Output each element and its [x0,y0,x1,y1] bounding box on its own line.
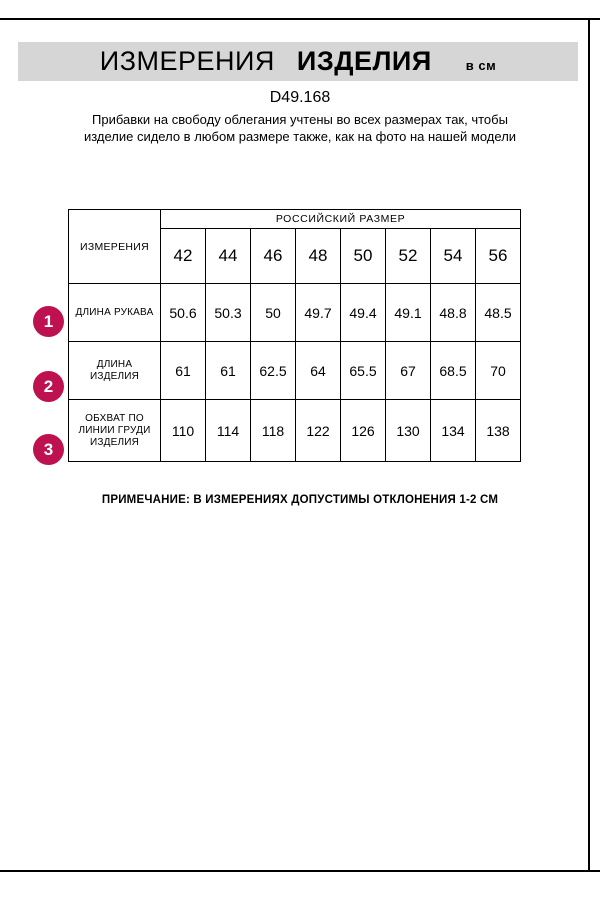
table-size-group-header: РОССИЙСКИЙ РАЗМЕР [159,209,522,229]
table-size-header-44: 44 [205,228,251,284]
table-cell-value: 130 [385,399,431,462]
table-size-header-56: 56 [474,228,522,284]
table-cell-value: 50.6 [160,283,206,342]
footer-note: ПРИМЕЧАНИЕ: В ИЗМЕРЕНИЯХ ДОПУСТИМЫ ОТКЛО… [101,494,499,506]
table-cell-value: 68.5 [430,341,476,400]
table-cell-value: 61 [205,341,251,400]
table-size-header-48: 48 [295,228,341,284]
table-cell-value: 110 [160,399,206,462]
table-cell-value: 48.8 [430,283,476,342]
table-cell-value: 50 [250,283,296,342]
table-cell-value: 70 [474,341,522,400]
table-row: ДЛИНА ИЗДЕЛИЯ 61 61 62.5 64 65.5 67 68.5 70 [68,341,522,400]
table-size-header-46: 46 [250,228,296,284]
table-cell-value: 122 [295,399,341,462]
table-cell-value: 64 [295,341,341,400]
table-size-header-54: 54 [430,228,476,284]
table-cell-value: 134 [430,399,476,462]
table-size-header-42: 42 [160,228,206,284]
title-banner: ИЗМЕРЕНИЯ ИЗДЕЛИЯ в см [18,42,578,81]
table-cell-value: 49.7 [295,283,341,342]
table-cell-value: 50.3 [205,283,251,342]
table-cell-value: 49.1 [385,283,431,342]
table-cell-value: 114 [205,399,251,462]
row-badge-2: 2 [33,371,64,402]
table-cell-value: 65.5 [340,341,386,400]
table-size-header-52: 52 [385,228,431,284]
table-cell-value: 126 [340,399,386,462]
row-badge-3: 3 [33,434,64,465]
fit-description: Прибавки на свободу облегания учтены во … [83,112,517,144]
row-badge-1: 1 [33,306,64,337]
table-cell-value: 62.5 [250,341,296,400]
table-header-group-row: ИЗМЕРЕНИЯ РОССИЙСКИЙ РАЗМЕР [68,209,522,284]
table-corner-label: ИЗМЕРЕНИЯ [68,209,161,284]
banner-title-measurements: ИЗМЕРЕНИЯ [99,46,275,76]
table-size-header-50: 50 [340,228,386,284]
table-row-label: ДЛИНА ИЗДЕЛИЯ [68,341,161,400]
table-cell-value: 48.5 [474,283,522,342]
banner-title-garment: ИЗДЕЛИЯ [296,46,432,76]
table-row: ДЛИНА РУКАВА 50.6 50.3 50 49.7 49.4 49.1 48.8 48… [68,283,522,342]
table-row-label: ДЛИНА РУКАВА [68,283,161,342]
model-code: D49.168 [269,89,331,106]
table-body: ДЛИНА РУКАВА 50.6 50.3 50 49.7 49.4 49.1 48.8 48… [68,283,522,462]
table-cell-value: 61 [160,341,206,400]
table-row: ОБХВАТ ПО ЛИНИИ ГРУДИ ИЗДЕЛИЯ 110 114 118 12… [68,399,522,462]
measurements-table: ИЗМЕРЕНИЯ РОССИЙСКИЙ РАЗМЕР 42 44 46 48 50 52… [68,209,522,462]
table-row-label: ОБХВАТ ПО ЛИНИИ ГРУДИ ИЗДЕЛИЯ [68,399,161,462]
page-frame-right-rule [588,18,590,872]
table-cell-value: 49.4 [340,283,386,342]
table-size-header-row: 42 44 46 48 50 52 54 56 [69,228,522,284]
table-cell-value: 67 [385,341,431,400]
banner-unit-label: в см [465,58,497,73]
table-cell-value: 118 [250,399,296,462]
table-cell-value: 138 [474,399,522,462]
